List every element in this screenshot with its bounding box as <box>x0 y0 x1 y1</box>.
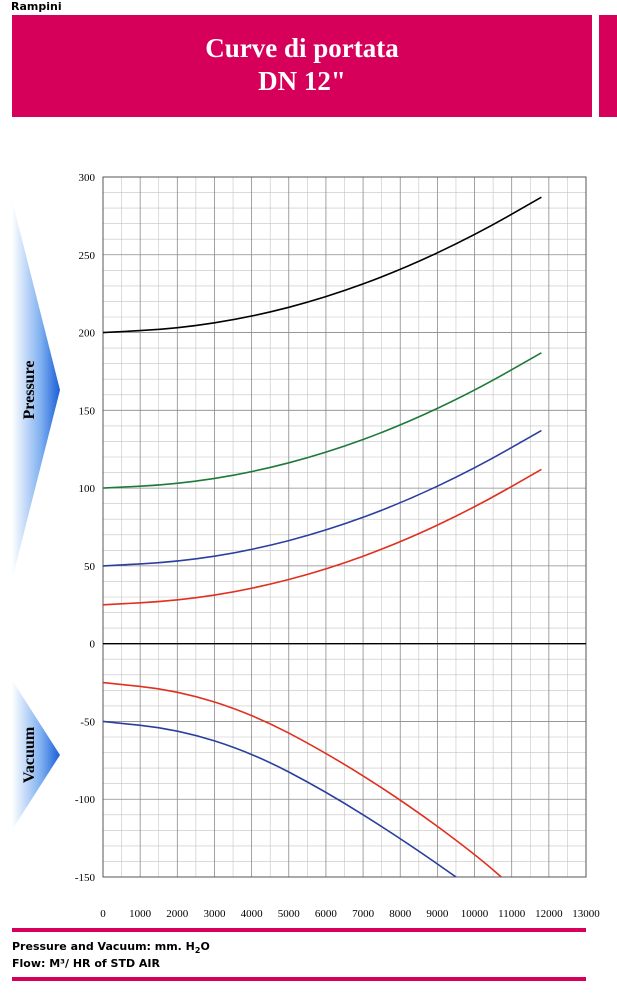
x-tick-label: 3000 <box>203 908 226 920</box>
banner-side-strip <box>599 15 617 117</box>
x-tick-label: 10000 <box>461 908 489 920</box>
footer-units-prefix: Pressure and Vacuum: mm. H <box>12 940 195 953</box>
title-banner: Curve di portata DN 12" <box>12 15 592 117</box>
y-tick-label: -100 <box>75 794 96 806</box>
x-tick-label: 7000 <box>352 908 375 920</box>
x-tick-label: 4000 <box>241 908 264 920</box>
pressure-arrow-icon <box>12 200 60 580</box>
y-tick-label: -50 <box>80 716 95 728</box>
series-line-6 <box>103 720 458 877</box>
x-tick-label: 6000 <box>315 908 338 920</box>
footer-rule-bottom <box>12 977 586 981</box>
page-title: Curve di portata <box>205 33 399 63</box>
vacuum-arrow-icon <box>12 680 60 830</box>
x-tick-label: 11000 <box>498 908 526 920</box>
page-subtitle: DN 12" <box>258 66 346 96</box>
footer-flow: Flow: M³/ HR of STD AIR <box>12 957 160 970</box>
x-tick-label: 12000 <box>535 908 563 920</box>
y-tick-label: -150 <box>75 872 96 884</box>
footer-units: Pressure and Vacuum: mm. H2O <box>12 940 210 958</box>
footer-rule-top <box>12 928 586 932</box>
x-tick-label: 1000 <box>129 908 152 920</box>
series-line-5 <box>103 681 503 877</box>
x-tick-label: 5000 <box>278 908 301 920</box>
x-tick-label: 0 <box>100 908 106 920</box>
y-tick-label: 50 <box>84 561 96 573</box>
y-tick-label: 150 <box>79 405 96 417</box>
brand-name: Rampini <box>11 0 62 13</box>
y-tick-label: 300 <box>79 172 96 184</box>
series-line-3 <box>103 429 542 567</box>
y-tick-label: 100 <box>79 483 96 495</box>
series-line-4 <box>103 468 542 606</box>
x-tick-label: 2000 <box>166 908 189 920</box>
x-tick-label: 9000 <box>426 908 449 920</box>
y-tick-label: 200 <box>79 328 96 340</box>
x-tick-label: 13000 <box>572 908 600 920</box>
y-tick-label: 0 <box>90 639 96 651</box>
y-tick-label: 250 <box>79 250 96 262</box>
x-tick-label: 8000 <box>389 908 412 920</box>
footer-units-subscript: 2 <box>194 946 201 956</box>
series-line-2 <box>103 352 542 489</box>
plot-frame <box>102 176 587 878</box>
footer-units-suffix: O <box>200 940 210 953</box>
pressure-label: Pressure <box>21 361 38 420</box>
vacuum-label: Vacuum <box>21 726 38 783</box>
series-line-1 <box>103 196 542 334</box>
